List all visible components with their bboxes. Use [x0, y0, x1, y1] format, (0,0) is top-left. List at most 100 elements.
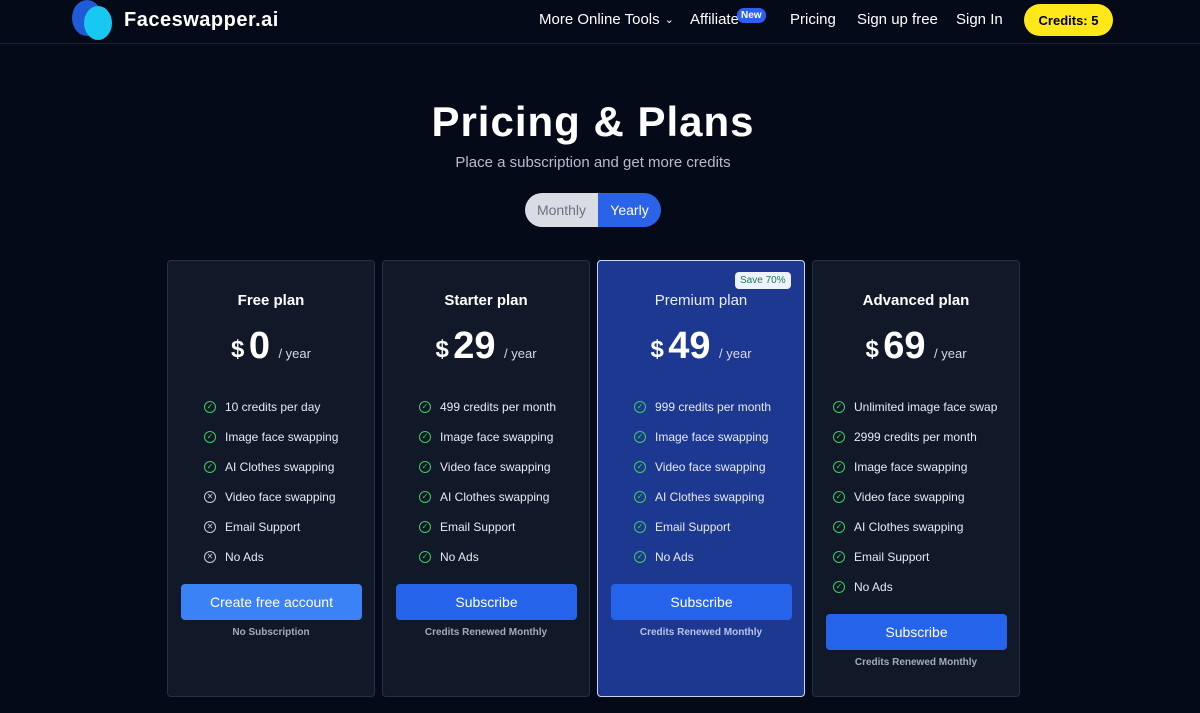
feature-list: ✓ 499 credits per month ✓ Image face swapp… [419, 392, 556, 572]
feature-label: Video face swapping [655, 460, 766, 474]
check-icon: ✓ [833, 401, 845, 413]
new-badge: New [737, 8, 766, 23]
feature-item: ✓ AI Clothes swapping [419, 482, 556, 512]
price-period: / year [278, 346, 311, 361]
feature-item: ✓ 999 credits per month [634, 392, 771, 422]
price-period: / year [719, 346, 752, 361]
check-icon: ✓ [833, 461, 845, 473]
plan-price: $ 49 / year [598, 325, 804, 368]
check-icon: ✓ [419, 461, 431, 473]
plan-name: Premium plan [654, 292, 748, 309]
check-icon: ✓ [419, 401, 431, 413]
top-navbar: Faceswapper.ai More Online Tools ⌄ Affili… [0, 0, 1200, 44]
check-icon: ✓ [204, 401, 216, 413]
feature-label: Unlimited image face swap [854, 400, 998, 414]
check-icon: ✓ [204, 461, 216, 473]
feature-label: Image face swapping [440, 430, 554, 444]
feature-label: No Ads [854, 580, 893, 594]
check-icon: ✓ [204, 431, 216, 443]
feature-item: ✓ No Ads [419, 542, 556, 572]
feature-item: ✓ Image face swapping [634, 422, 771, 452]
check-icon: ✓ [419, 521, 431, 533]
cross-icon: ✕ [204, 551, 216, 563]
plan-card-starter: Starter plan $ 29 / year ✓ 499 credits pe… [382, 260, 590, 697]
feature-item: ✓ AI Clothes swapping [833, 512, 997, 542]
chevron-down-icon: ⌄ [664, 14, 674, 26]
feature-item: ✓ Image face swapping [204, 422, 338, 452]
price-currency: $ [231, 336, 245, 363]
feature-label: 10 credits per day [225, 400, 321, 414]
feature-label: Video face swapping [225, 490, 336, 504]
feature-item: ✓ Video face swapping [419, 452, 556, 482]
nav-affiliate[interactable]: Affiliate [690, 11, 739, 28]
plan-note: Credits Renewed Monthly [424, 627, 548, 638]
feature-item: ✓ Video face swapping [634, 452, 771, 482]
feature-item: ✓ Image face swapping [833, 452, 997, 482]
check-icon: ✓ [634, 401, 646, 413]
feature-item: ✓ Image face swapping [419, 422, 556, 452]
cross-icon: ✕ [204, 491, 216, 503]
feature-item: ✓ Video face swapping [833, 482, 997, 512]
credits-button[interactable]: Credits: 5 [1024, 4, 1113, 36]
price-currency: $ [435, 336, 449, 363]
check-icon: ✓ [833, 431, 845, 443]
nav-sign-up-free[interactable]: Sign up free [857, 11, 938, 28]
plan-price: $ 29 / year [383, 325, 589, 368]
nav-pricing[interactable]: Pricing [790, 11, 836, 28]
feature-label: Email Support [854, 550, 930, 564]
feature-list: ✓ Unlimited image face swap ✓ 2999 credits… [833, 392, 997, 602]
feature-item: ✓ 499 credits per month [419, 392, 556, 422]
plan-price: $ 69 / year [813, 325, 1019, 368]
logo-text: Faceswapper.ai [124, 9, 279, 31]
plan-card-advanced: Advanced plan $ 69 / year ✓ Unlimited ima… [812, 260, 1020, 697]
feature-item: ✓ 2999 credits per month [833, 422, 997, 452]
feature-label: Image face swapping [225, 430, 339, 444]
subscribe-button[interactable]: Subscribe [826, 614, 1007, 650]
price-period: / year [504, 346, 537, 361]
feature-label: No Ads [655, 550, 694, 564]
feature-item: ✕ Email Support [204, 512, 338, 542]
page-subtitle: Place a subscription and get more credit… [455, 154, 731, 171]
feature-item: ✓ Unlimited image face swap [833, 392, 997, 422]
create-free-account-button[interactable]: Create free account [181, 584, 362, 620]
save-badge: Save 70% [735, 272, 791, 289]
feature-item: ✓ 10 credits per day [204, 392, 338, 422]
logo-link[interactable]: Faceswapper.ai [72, 0, 278, 40]
price-currency: $ [865, 336, 879, 363]
feature-label: Email Support [655, 520, 731, 534]
feature-label: Video face swapping [854, 490, 965, 504]
feature-label: Email Support [440, 520, 516, 534]
check-icon: ✓ [634, 491, 646, 503]
feature-label: Image face swapping [854, 460, 968, 474]
subscribe-button[interactable]: Subscribe [396, 584, 577, 620]
feature-label: AI Clothes swapping [225, 460, 335, 474]
subscribe-button[interactable]: Subscribe [611, 584, 792, 620]
check-icon: ✓ [419, 431, 431, 443]
billing-toggle: Monthly Yearly [525, 193, 661, 227]
feature-label: AI Clothes swapping [655, 490, 765, 504]
feature-label: Image face swapping [655, 430, 769, 444]
nav-sign-in[interactable]: Sign In [956, 11, 1003, 28]
nav-more-online-tools-label: More Online Tools [539, 11, 660, 28]
price-currency: $ [650, 336, 664, 363]
check-icon: ✓ [833, 551, 845, 563]
price-amount: 69 [883, 325, 926, 367]
feature-item: ✓ AI Clothes swapping [634, 482, 771, 512]
cross-icon: ✕ [204, 521, 216, 533]
feature-item: ✕ Video face swapping [204, 482, 338, 512]
feature-list: ✓ 10 credits per day ✓ Image face swapping… [204, 392, 338, 572]
feature-list: ✓ 999 credits per month ✓ Image face swapp… [634, 392, 771, 572]
plan-note: No Subscription [232, 627, 310, 638]
check-icon: ✓ [419, 491, 431, 503]
check-icon: ✓ [634, 551, 646, 563]
feature-item: ✓ No Ads [833, 572, 997, 602]
feature-item: ✓ Email Support [833, 542, 997, 572]
feature-label: 999 credits per month [655, 400, 772, 414]
toggle-monthly[interactable]: Monthly [525, 193, 598, 227]
nav-more-online-tools[interactable]: More Online Tools ⌄ [539, 11, 674, 28]
plan-name: Free plan [237, 292, 305, 309]
feature-label: No Ads [440, 550, 479, 564]
feature-item: ✓ AI Clothes swapping [204, 452, 338, 482]
toggle-yearly[interactable]: Yearly [598, 193, 661, 227]
feature-label: 499 credits per month [440, 400, 557, 414]
